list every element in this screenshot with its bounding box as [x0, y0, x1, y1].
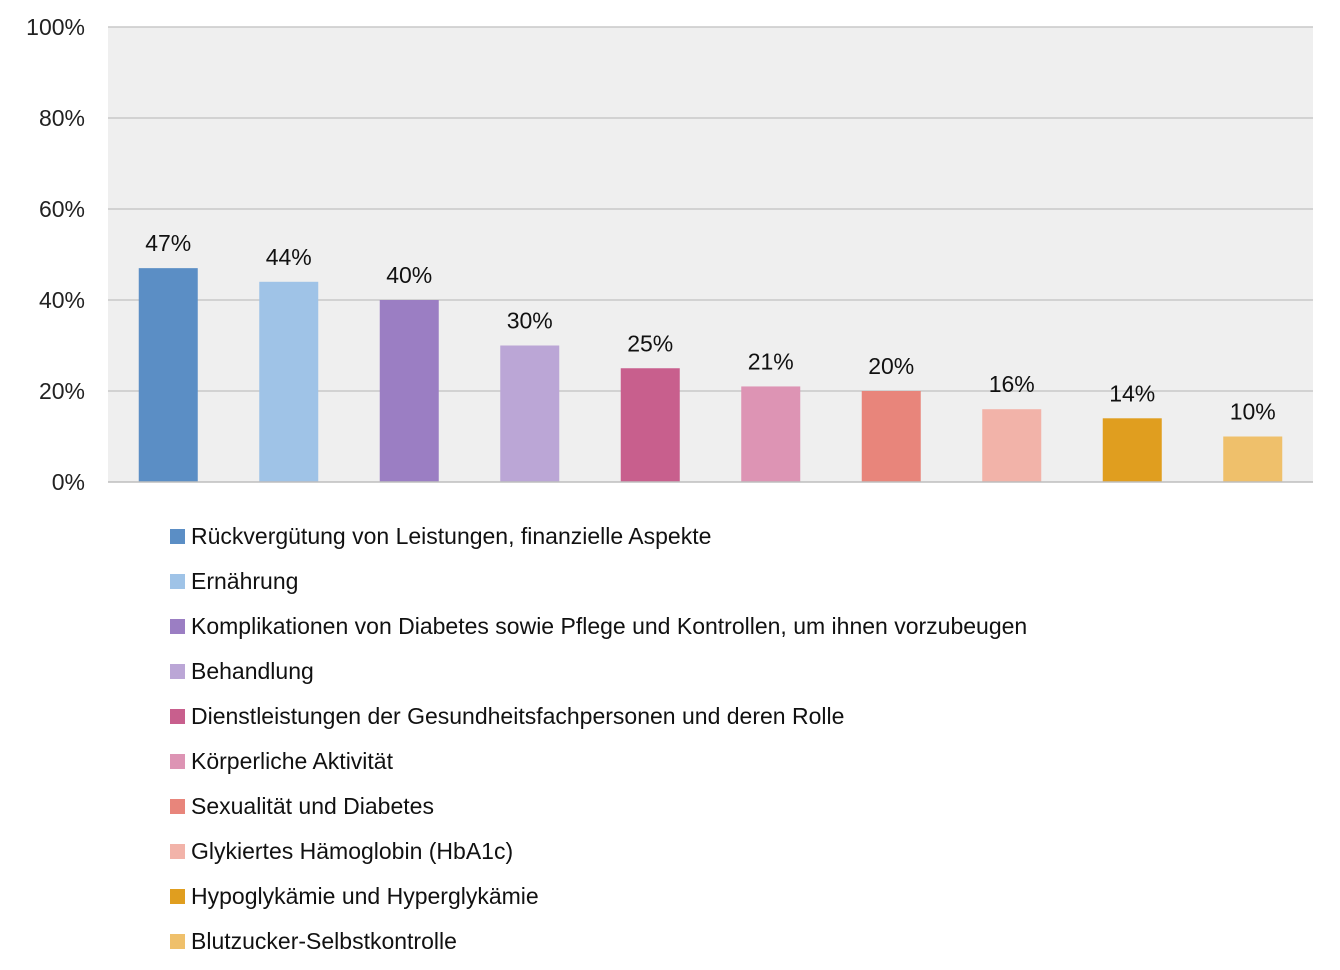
- legend-swatch: [170, 529, 185, 544]
- bar-value-label: 16%: [989, 371, 1035, 397]
- y-tick-label: 40%: [39, 287, 85, 313]
- legend-swatch: [170, 889, 185, 904]
- legend-item: Glykiertes Hämoglobin (HbA1c): [170, 829, 1027, 874]
- legend-item: Komplikationen von Diabetes sowie Pflege…: [170, 604, 1027, 649]
- legend-swatch: [170, 844, 185, 859]
- legend-item: Sexualität und Diabetes: [170, 784, 1027, 829]
- legend-label: Ernährung: [191, 568, 299, 594]
- legend-label: Sexualität und Diabetes: [191, 793, 434, 819]
- y-tick-label: 100%: [26, 14, 85, 40]
- legend-item: Ernährung: [170, 559, 1027, 604]
- legend-item: Blutzucker-Selbstkontrolle: [170, 919, 1027, 964]
- legend-swatch: [170, 934, 185, 949]
- bar-value-label: 25%: [627, 330, 673, 356]
- bar: [1223, 436, 1283, 482]
- y-tick-label: 60%: [39, 196, 85, 222]
- bar-value-label: 30%: [507, 308, 553, 334]
- legend-item: Rückvergütung von Leistungen, finanziell…: [170, 514, 1027, 559]
- y-tick-label: 80%: [39, 105, 85, 131]
- bar: [741, 386, 801, 482]
- bar: [379, 300, 439, 482]
- legend-swatch: [170, 754, 185, 769]
- legend-item: Behandlung: [170, 649, 1027, 694]
- legend-swatch: [170, 619, 185, 634]
- legend-label: Dienstleistungen der Gesundheitsfachpers…: [191, 703, 845, 729]
- bar: [620, 368, 680, 482]
- bar: [861, 391, 921, 482]
- bar: [982, 409, 1042, 482]
- bar: [259, 281, 319, 482]
- bar: [500, 345, 560, 482]
- data-labels: 47% 44% 40% 30% 25% 21% 20% 16% 14% 10%: [145, 230, 1276, 424]
- legend-item: Dienstleistungen der Gesundheitsfachpers…: [170, 694, 1027, 739]
- y-axis: 0% 20% 40% 60% 80% 100%: [26, 14, 85, 495]
- legend-label: Blutzucker-Selbstkontrolle: [191, 928, 457, 954]
- legend-swatch: [170, 664, 185, 679]
- legend-swatch: [170, 709, 185, 724]
- y-tick-label: 0%: [52, 469, 85, 495]
- legend-label: Rückvergütung von Leistungen, finanziell…: [191, 523, 712, 549]
- legend-label: Hypoglykämie und Hyperglykämie: [191, 883, 539, 909]
- y-tick-label: 20%: [39, 378, 85, 404]
- bar-value-label: 47%: [145, 230, 191, 256]
- legend-label: Behandlung: [191, 658, 314, 684]
- legend-item: Hypoglykämie und Hyperglykämie: [170, 874, 1027, 919]
- bar-value-label: 10%: [1230, 399, 1276, 425]
- legend-swatch: [170, 799, 185, 814]
- bar-value-label: 21%: [748, 348, 794, 374]
- bar-chart: 0% 20% 40% 60% 80% 100% 47% 44% 40% 30% 25% 21% 20%…: [26, 14, 1313, 495]
- legend-swatch: [170, 574, 185, 589]
- legend: Rückvergütung von Leistungen, finanziell…: [170, 514, 1027, 964]
- legend-label: Komplikationen von Diabetes sowie Pflege…: [191, 613, 1028, 639]
- bar: [1102, 418, 1162, 482]
- bar-value-label: 44%: [266, 244, 312, 270]
- bar-value-label: 14%: [1109, 380, 1155, 406]
- bars: [138, 268, 1283, 482]
- legend-label: Körperliche Aktivität: [191, 748, 393, 774]
- bar-value-label: 40%: [386, 262, 432, 288]
- legend-label: Glykiertes Hämoglobin (HbA1c): [191, 838, 514, 864]
- bar: [138, 268, 198, 482]
- legend-item: Körperliche Aktivität: [170, 739, 1027, 784]
- bar-value-label: 20%: [868, 353, 914, 379]
